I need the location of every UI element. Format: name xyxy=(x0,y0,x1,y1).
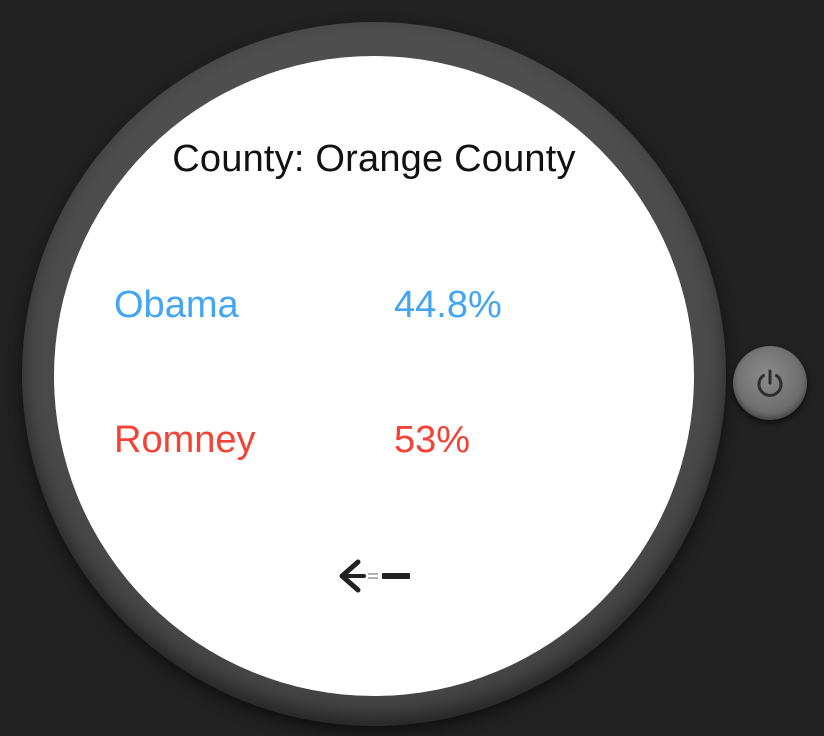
result-row-romney: Romney 53% xyxy=(114,419,534,467)
arrow-left-icon xyxy=(339,559,410,593)
candidate-percent: 53% xyxy=(394,419,471,461)
county-title: County: Orange County xyxy=(172,138,576,180)
candidate-percent: 44.8% xyxy=(394,284,502,326)
candidate-name: Romney xyxy=(114,419,256,461)
watch-screen: County: Orange County Obama 44.8% Romney… xyxy=(54,56,694,696)
result-row-obama: Obama 44.8% xyxy=(114,284,534,332)
back-button[interactable] xyxy=(336,556,414,596)
power-icon xyxy=(757,369,783,397)
candidate-name: Obama xyxy=(114,284,239,326)
power-button[interactable] xyxy=(733,346,807,420)
